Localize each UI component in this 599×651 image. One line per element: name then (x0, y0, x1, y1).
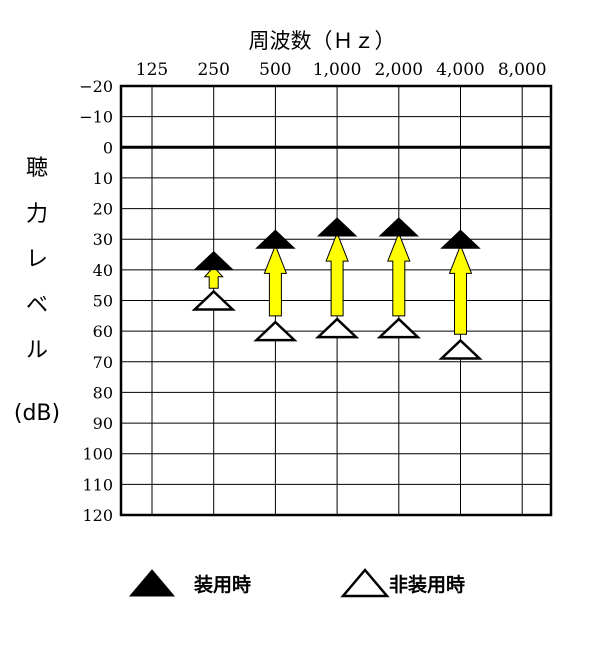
y-tick-label: −20 (79, 77, 113, 96)
x-tick-label: 500 (259, 60, 291, 80)
chart-title: 周波数（Ｈｚ） (249, 29, 396, 53)
plot-frame (119, 84, 553, 517)
unaided-marker-open-triangle (438, 338, 483, 360)
x-tick-label: 4,000 (436, 60, 485, 80)
improvement-arrow (325, 231, 349, 317)
x-tick-labels: 125 250 500 1,000 2,000 4,000 8,000 (136, 60, 547, 80)
legend-filled-triangle-icon (128, 569, 176, 597)
y-axis-label-char: 力 (26, 202, 48, 227)
legend-label: 装用時 (193, 573, 251, 596)
x-tick-label: 8,000 (498, 60, 547, 80)
y-tick-label: 120 (82, 506, 113, 525)
legend-open-triangle-icon (340, 568, 390, 598)
x-tick-label: 125 (136, 60, 168, 80)
y-tick-label: 60 (93, 322, 113, 341)
y-tick-label: 110 (82, 475, 113, 494)
x-tick-label: 250 (197, 60, 229, 80)
y-axis-label-char: ベ (26, 293, 48, 318)
improvement-arrow (263, 243, 288, 317)
data-markers (191, 217, 483, 360)
improvement-arrow (448, 243, 473, 335)
legend: 装用時 非装用時 (128, 568, 465, 598)
y-tick-label: 30 (93, 230, 113, 249)
y-tick-label: 0 (103, 138, 113, 157)
improvement-arrows (203, 231, 473, 335)
y-tick-label: 10 (93, 169, 113, 188)
y-tick-labels: −20 −10 0 10 20 30 40 50 60 70 80 90 100 110 120 (79, 77, 113, 525)
y-axis-label-char: ル (26, 338, 48, 363)
y-axis-label-char: 聴 (26, 156, 48, 181)
unaided-marker-open-triangle (314, 317, 360, 339)
y-axis-label-char: レ (26, 247, 48, 272)
y-tick-label: 50 (93, 292, 113, 311)
aided-marker-filled-triangle (440, 229, 481, 249)
improvement-arrow (203, 266, 224, 289)
unaided-marker-open-triangle (376, 317, 421, 339)
y-axis-unit: (dB) (14, 401, 60, 426)
unaided-marker-open-triangle (253, 320, 298, 342)
y-tick-label: 20 (93, 200, 113, 219)
y-tick-label: 80 (93, 383, 113, 402)
x-tick-label: 1,000 (313, 60, 362, 80)
y-tick-label: 40 (93, 261, 113, 280)
legend-label: 非装用時 (389, 573, 465, 596)
improvement-arrow (387, 231, 411, 317)
aided-marker-filled-triangle (255, 229, 296, 249)
y-tick-label: 90 (93, 414, 113, 433)
y-tick-label: −10 (79, 108, 113, 127)
y-tick-label: 100 (82, 445, 113, 464)
aided-marker-filled-triangle (193, 250, 234, 271)
y-tick-label: 70 (93, 353, 113, 372)
x-tick-label: 2,000 (374, 60, 423, 80)
aided-marker-filled-triangle (378, 217, 420, 237)
unaided-marker-open-triangle (191, 289, 236, 311)
aided-marker-filled-triangle (316, 217, 358, 237)
